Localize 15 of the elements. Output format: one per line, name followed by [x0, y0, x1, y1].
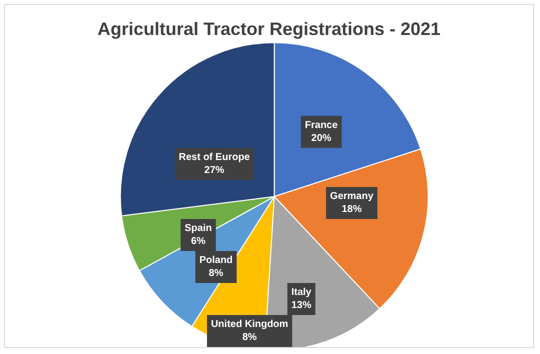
slice-label: United Kingdom [210, 319, 288, 330]
data-label: 6% [191, 236, 206, 247]
data-label: 20% [311, 132, 332, 144]
slice-label: Germany [330, 191, 374, 202]
data-label: 18% [342, 204, 362, 215]
slice-label: France [304, 120, 338, 131]
data-label: 13% [291, 300, 312, 311]
slice-label: Rest of Europe [178, 152, 250, 163]
chart-title: Agricultural Tractor Registrations - 2021 [97, 19, 441, 39]
slice-label: Poland [199, 255, 233, 266]
data-label: 8% [208, 268, 224, 279]
slice-label: Spain [184, 223, 212, 234]
data-label: 27% [204, 164, 224, 176]
data-label: 8% [242, 332, 257, 343]
slice-label: Italy [291, 287, 312, 298]
